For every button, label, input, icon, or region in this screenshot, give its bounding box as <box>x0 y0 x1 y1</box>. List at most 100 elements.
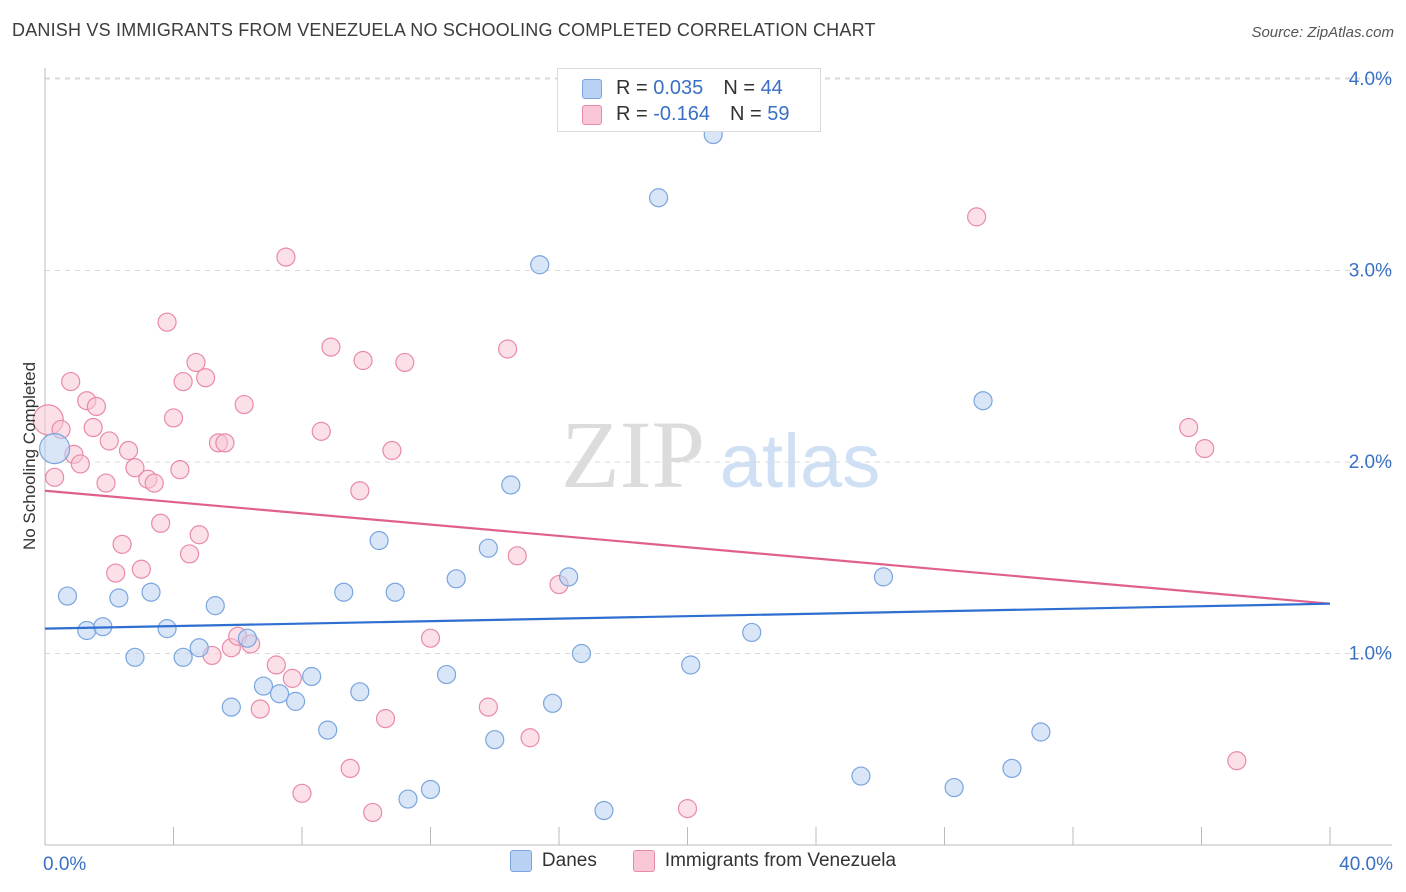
venezuela-point <box>144 473 164 493</box>
danes-point <box>109 588 129 608</box>
tick-labels: 1.0% 2.0% 3.0% 4.0% 0.0% 40.0% <box>43 69 1393 875</box>
danes-point <box>302 666 322 687</box>
venezuela-n-value: 59 <box>767 103 790 125</box>
danes-swatch <box>582 79 602 99</box>
grid-lines <box>45 77 1392 654</box>
zipatlas-watermark: ZIP atlas <box>561 401 880 508</box>
venezuela-point <box>151 513 171 533</box>
danes-point <box>944 777 964 798</box>
danes-point <box>157 619 177 639</box>
trend-lines <box>44 489 1331 630</box>
venezuela-point <box>112 534 132 554</box>
venezuela-point <box>215 433 235 453</box>
danes-point <box>269 684 290 704</box>
venezuela-point <box>163 408 184 428</box>
venezuela-point <box>311 421 331 441</box>
venezuela-point <box>498 339 518 359</box>
danes-point <box>77 620 97 641</box>
venezuela-point <box>507 546 527 566</box>
y-tick-label: 1.0% <box>1349 644 1392 665</box>
venezuela-point <box>234 394 254 415</box>
venezuela-point <box>173 371 193 392</box>
danes-point <box>221 697 241 717</box>
venezuela-point <box>170 460 190 480</box>
y-tick-label: 3.0% <box>1349 261 1392 282</box>
danes-point <box>253 676 274 696</box>
venezuela-point <box>83 417 103 438</box>
y-tick-label: 4.0% <box>1349 69 1392 90</box>
danes-trend-line <box>44 602 1331 630</box>
danes-point <box>205 596 225 616</box>
venezuela-point <box>1195 438 1215 459</box>
venezuela-point <box>375 709 396 729</box>
danes-points <box>39 124 1051 821</box>
venezuela-point <box>282 668 302 688</box>
danes-point <box>436 664 457 685</box>
danes-point <box>1002 758 1022 779</box>
venezuela-point <box>967 207 987 227</box>
venezuela-point <box>189 525 209 545</box>
danes-point <box>594 800 614 821</box>
venezuela-r-value: -0.164 <box>653 103 710 125</box>
venezuela-point <box>395 352 415 373</box>
danes-point <box>873 567 894 587</box>
danes-point <box>350 682 370 702</box>
legend-item-venezuela[interactable]: Immigrants from Venezuela <box>632 850 897 872</box>
danes-point <box>57 586 78 606</box>
danes-n-value: 44 <box>760 77 783 99</box>
venezuela-point <box>118 440 139 461</box>
venezuela-point <box>478 697 498 717</box>
venezuela-point <box>61 371 81 392</box>
venezuela-point <box>350 481 370 501</box>
chart-title: DANISH VS IMMIGRANTS FROM VENEZUELA NO S… <box>12 20 876 40</box>
venezuela-point <box>340 758 360 779</box>
venezuela-point <box>382 440 402 461</box>
danes-point <box>851 766 871 786</box>
legend-venezuela-swatch <box>632 850 655 872</box>
danes-point <box>973 391 993 411</box>
venezuela-point <box>250 699 270 719</box>
danes-point <box>398 789 418 809</box>
y-axis-label: No Schooling Completed <box>20 362 39 550</box>
venezuela-point <box>196 368 216 388</box>
danes-r-value: 0.035 <box>653 77 704 99</box>
venezuela-swatch <box>582 105 602 125</box>
danes-point <box>420 779 441 800</box>
venezuela-point <box>321 337 341 357</box>
watermark-atlas: atlas <box>720 419 881 504</box>
venezuela-point <box>1227 751 1247 771</box>
danes-n-label: N = <box>723 77 761 99</box>
x-tick-label-max: 40.0% <box>1339 854 1393 875</box>
venezuela-point <box>292 783 312 803</box>
danes-point <box>648 188 669 208</box>
venezuela-point <box>363 802 383 823</box>
venezuela-point <box>1179 417 1199 438</box>
y-tick-label: 2.0% <box>1349 452 1392 473</box>
danes-point <box>39 432 71 465</box>
danes-point <box>369 530 389 551</box>
danes-point <box>173 647 193 667</box>
danes-point <box>285 691 306 711</box>
danes-point <box>385 582 405 602</box>
venezuela-point <box>353 350 373 371</box>
danes-point <box>237 628 257 648</box>
danes-point <box>478 538 498 558</box>
danes-point <box>1031 722 1051 742</box>
x-tick-label-min: 0.0% <box>43 854 86 875</box>
venezuela-point <box>86 396 107 417</box>
venezuela-point <box>420 628 441 648</box>
venezuela-point <box>106 563 126 583</box>
danes-point <box>501 475 521 495</box>
legend-item-danes[interactable]: Danes <box>509 850 597 872</box>
legend-danes-swatch <box>509 850 532 872</box>
danes-point <box>530 255 550 275</box>
venezuela-point <box>99 431 119 451</box>
danes-point <box>334 582 354 602</box>
venezuela-n-label: N = <box>729 103 768 125</box>
legend-venezuela-label: Immigrants from Venezuela <box>664 850 897 871</box>
legend-danes-label: Danes <box>541 850 597 871</box>
danes-point <box>446 569 466 589</box>
danes-point <box>742 622 762 643</box>
danes-point <box>542 693 563 713</box>
